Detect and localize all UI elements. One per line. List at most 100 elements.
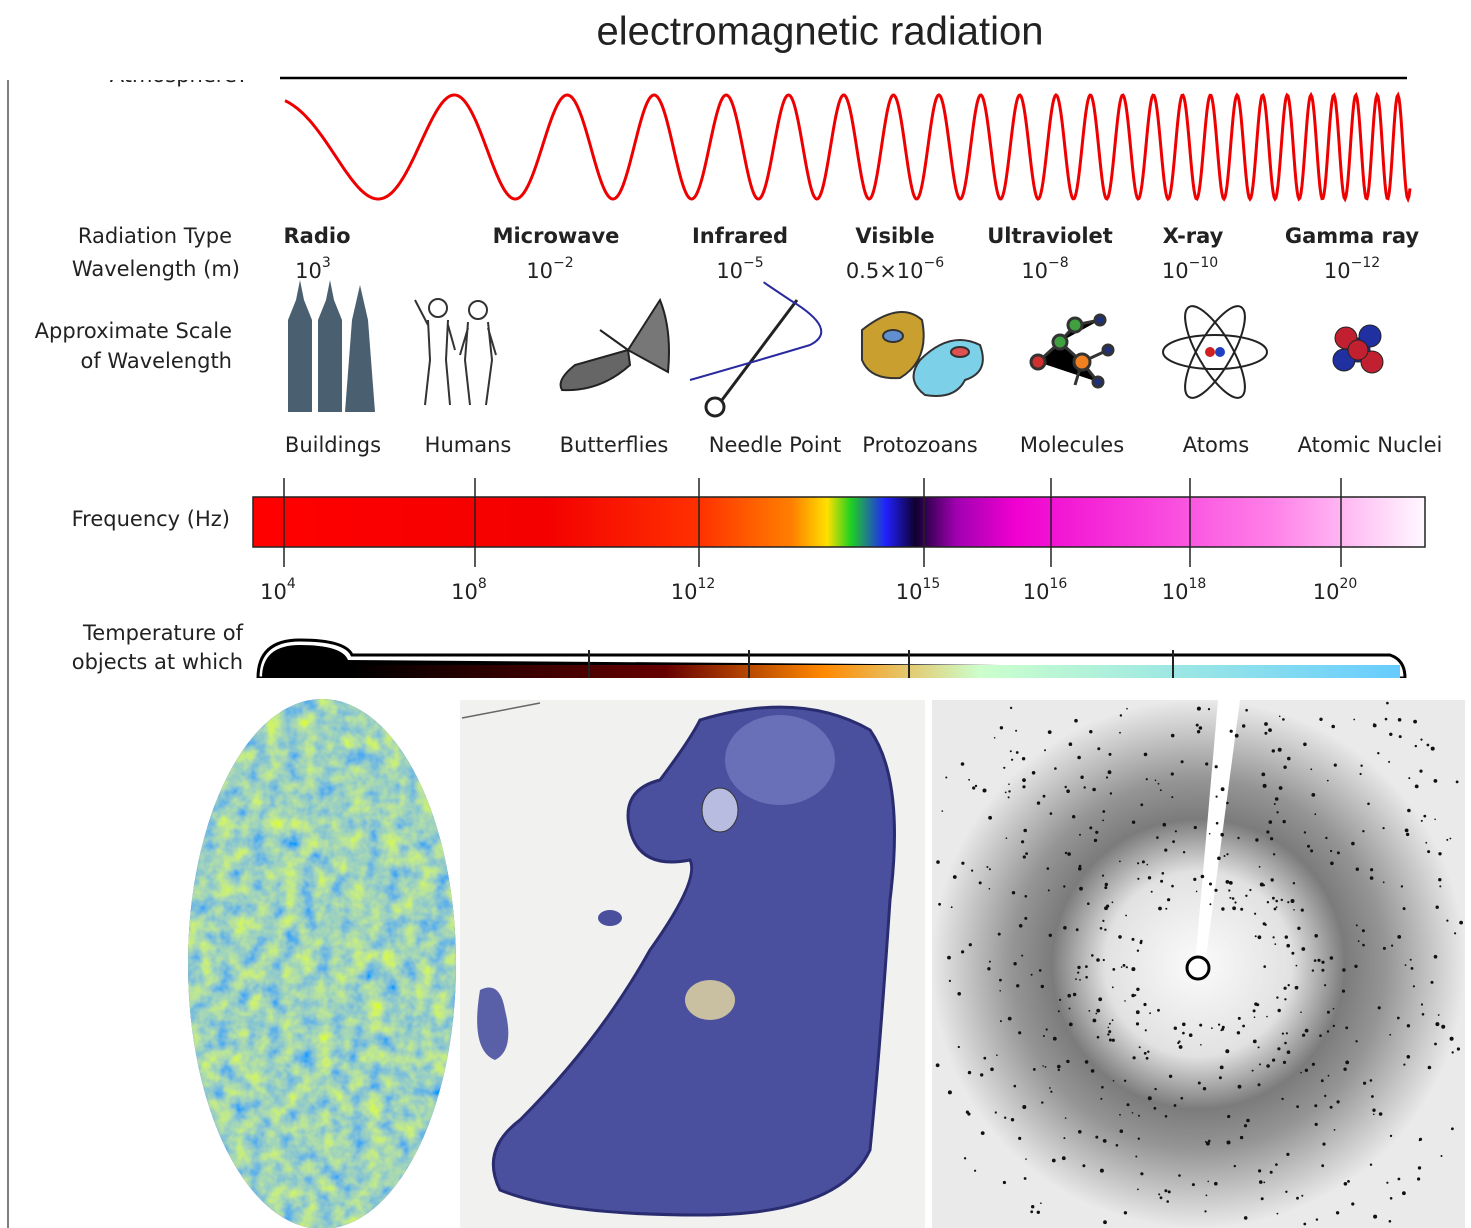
frequency-label: 104 bbox=[260, 576, 296, 604]
diffraction-spot bbox=[1220, 832, 1224, 837]
diffraction-spot bbox=[1112, 968, 1116, 971]
needle-icon bbox=[689, 281, 823, 418]
diffraction-spot bbox=[1372, 1108, 1376, 1112]
diffraction-spot bbox=[1084, 1060, 1089, 1064]
scale-name: Atoms bbox=[1183, 433, 1249, 457]
diffraction-spot bbox=[1135, 1010, 1140, 1015]
diffraction-spot bbox=[1363, 1081, 1367, 1085]
diffraction-spot bbox=[1182, 1022, 1186, 1027]
diffraction-spot bbox=[1005, 837, 1008, 839]
diffraction-spot bbox=[1225, 1049, 1230, 1054]
diffraction-spot bbox=[1355, 924, 1358, 927]
diffraction-spot bbox=[1154, 779, 1157, 782]
diffraction-spot bbox=[1182, 851, 1186, 854]
diffraction-spot bbox=[1218, 1023, 1221, 1026]
diffraction-spot bbox=[1254, 935, 1257, 938]
frequency-label: 1015 bbox=[896, 576, 941, 604]
diffraction-spot bbox=[1077, 971, 1080, 974]
diffraction-spot bbox=[1104, 928, 1107, 931]
diffraction-spot bbox=[1300, 1011, 1302, 1013]
diffraction-spot bbox=[1268, 728, 1272, 732]
diffraction-spot bbox=[971, 869, 974, 872]
diffraction-spot bbox=[1259, 882, 1264, 887]
diffraction-spot bbox=[1307, 844, 1310, 848]
protozoans-icon-part bbox=[912, 339, 984, 397]
diffraction-spot bbox=[1252, 1039, 1257, 1044]
diffraction-spot bbox=[1115, 1144, 1119, 1147]
diffraction-spot bbox=[1018, 924, 1023, 928]
diffraction-spot bbox=[974, 784, 978, 788]
diffraction-spot bbox=[1433, 954, 1438, 959]
band-name: Visible bbox=[855, 224, 934, 248]
wavelength-base: 10 bbox=[1021, 259, 1048, 283]
row-label: Radiation Type bbox=[78, 224, 232, 248]
diffraction-spot bbox=[1177, 1041, 1180, 1045]
diffraction-spot bbox=[1107, 1026, 1110, 1029]
diffraction-spot bbox=[1360, 764, 1363, 767]
diffraction-spot bbox=[1275, 1163, 1278, 1166]
diffraction-spot bbox=[1180, 1096, 1184, 1100]
diffraction-spot bbox=[974, 1169, 977, 1172]
diffraction-spot bbox=[1122, 964, 1126, 967]
diffraction-spot bbox=[1325, 836, 1328, 840]
diffraction-spot bbox=[1205, 1194, 1208, 1197]
row-label: objects at which bbox=[72, 650, 243, 674]
diffraction-spot bbox=[1257, 935, 1262, 940]
diffraction-spot bbox=[1245, 708, 1248, 712]
diffraction-spot bbox=[1088, 1010, 1091, 1012]
diffraction-spot bbox=[1004, 791, 1007, 794]
diffraction-spot bbox=[1107, 1033, 1110, 1036]
diffraction-spot bbox=[1089, 826, 1093, 830]
diffraction-spot bbox=[1455, 780, 1459, 784]
diffraction-spot bbox=[1195, 890, 1198, 893]
diffraction-spot bbox=[1188, 1033, 1193, 1037]
frequency-label-base: 10 bbox=[1023, 580, 1050, 604]
diffraction-spot bbox=[1108, 1022, 1111, 1025]
diffraction-spot bbox=[1004, 1116, 1007, 1119]
diffraction-spot bbox=[1237, 836, 1240, 840]
diffraction-spot bbox=[1386, 1181, 1389, 1184]
diffraction-spot bbox=[1284, 1041, 1287, 1045]
diffraction-spot bbox=[1214, 1181, 1218, 1186]
diffraction-spot bbox=[1295, 964, 1298, 967]
diffraction-spot bbox=[1141, 860, 1145, 864]
diffraction-spot bbox=[1354, 964, 1358, 968]
thermometer-ticks bbox=[588, 650, 1174, 678]
diffraction-spot bbox=[1317, 958, 1321, 962]
diffraction-spot bbox=[1435, 1022, 1440, 1027]
frequency-label: 1016 bbox=[1023, 576, 1068, 604]
diffraction-spot bbox=[1167, 1190, 1171, 1194]
embryo-section-part bbox=[461, 702, 541, 719]
protozoans-icon bbox=[861, 311, 984, 397]
diffraction-spot bbox=[1239, 1135, 1244, 1140]
diffraction-spot bbox=[1315, 1218, 1319, 1221]
diffraction-spot bbox=[1268, 820, 1273, 824]
diffraction-spot bbox=[1015, 729, 1018, 732]
diffraction-spot bbox=[1022, 785, 1026, 789]
diffraction-spot bbox=[1078, 1130, 1082, 1134]
diffraction-spot bbox=[1126, 1103, 1130, 1107]
diffraction-spot bbox=[1030, 973, 1033, 976]
diffraction-spot bbox=[1079, 979, 1081, 981]
diffraction-spot bbox=[1123, 1211, 1128, 1215]
diffraction-spot bbox=[983, 1056, 987, 1060]
diffraction-spot bbox=[1377, 1006, 1381, 1010]
diffraction-spot bbox=[1217, 856, 1221, 861]
diffraction-spot bbox=[987, 967, 991, 971]
diffraction-spot bbox=[968, 943, 972, 947]
slide-title: electromagnetic radiation bbox=[597, 10, 1044, 54]
diffraction-spot bbox=[1063, 885, 1066, 888]
diffraction-spot bbox=[1243, 1124, 1248, 1128]
diffraction-spot bbox=[1367, 802, 1370, 806]
diffraction-spot bbox=[1132, 1056, 1136, 1060]
diffraction-spot bbox=[1196, 730, 1201, 734]
diffraction-spot bbox=[1329, 1105, 1333, 1109]
diffraction-spot bbox=[1281, 1097, 1284, 1101]
diffraction-spot bbox=[1330, 849, 1333, 853]
diffraction-spot bbox=[1404, 828, 1409, 833]
diffraction-spot bbox=[1434, 818, 1436, 821]
diffraction-spot bbox=[1051, 1158, 1056, 1163]
needle-icon-part bbox=[720, 299, 799, 401]
diffraction-spot bbox=[1262, 922, 1266, 926]
